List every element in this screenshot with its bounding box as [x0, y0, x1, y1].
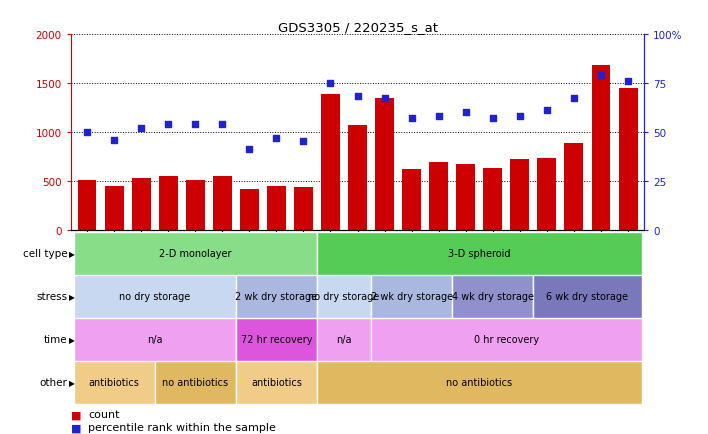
- Text: ▶: ▶: [69, 335, 74, 344]
- Text: 3-D spheroid: 3-D spheroid: [448, 249, 510, 259]
- Bar: [452, 275, 533, 318]
- Point: [270, 135, 282, 141]
- Bar: [105, 186, 124, 230]
- Bar: [619, 89, 637, 230]
- Text: count: count: [88, 410, 120, 419]
- Bar: [564, 144, 583, 230]
- Text: no dry storage: no dry storage: [119, 292, 190, 302]
- Text: other: other: [40, 377, 67, 387]
- Bar: [267, 186, 286, 230]
- Point: [406, 115, 417, 122]
- Text: 6 wk dry storage: 6 wk dry storage: [547, 292, 629, 302]
- Bar: [317, 318, 371, 361]
- Point: [487, 115, 498, 122]
- Text: ■: ■: [71, 423, 81, 432]
- Bar: [236, 361, 317, 404]
- Bar: [371, 275, 452, 318]
- Text: ▶: ▶: [69, 249, 74, 258]
- Bar: [348, 125, 367, 230]
- Bar: [510, 160, 530, 230]
- Bar: [537, 158, 556, 230]
- Bar: [429, 162, 448, 230]
- Text: n/a: n/a: [336, 334, 352, 344]
- Bar: [213, 177, 232, 230]
- Text: percentile rank within the sample: percentile rank within the sample: [88, 423, 276, 432]
- Point: [433, 113, 445, 120]
- Bar: [294, 188, 313, 230]
- Point: [108, 137, 120, 144]
- Text: ▶: ▶: [69, 292, 74, 301]
- Bar: [456, 164, 475, 230]
- Point: [460, 109, 472, 116]
- Text: ■: ■: [71, 410, 81, 419]
- Point: [298, 139, 309, 146]
- Text: 72 hr recovery: 72 hr recovery: [241, 334, 312, 344]
- Point: [352, 94, 363, 101]
- Bar: [402, 169, 421, 230]
- Text: antibiotics: antibiotics: [88, 377, 139, 387]
- Bar: [74, 361, 154, 404]
- Bar: [321, 94, 340, 230]
- Bar: [240, 190, 259, 230]
- Text: 4 wk dry storage: 4 wk dry storage: [452, 292, 534, 302]
- Point: [81, 129, 93, 136]
- Text: no antibiotics: no antibiotics: [162, 377, 228, 387]
- Bar: [132, 178, 151, 230]
- Text: 2-D monolayer: 2-D monolayer: [159, 249, 232, 259]
- Point: [163, 121, 174, 128]
- Text: no dry storage: no dry storage: [309, 292, 379, 302]
- Bar: [236, 275, 317, 318]
- Text: ▶: ▶: [69, 378, 74, 387]
- Point: [325, 80, 336, 87]
- Text: stress: stress: [36, 292, 67, 302]
- Bar: [74, 232, 317, 275]
- Text: 2 wk dry storage: 2 wk dry storage: [235, 292, 317, 302]
- Point: [541, 107, 552, 114]
- Bar: [533, 275, 641, 318]
- Point: [622, 78, 634, 85]
- Text: antibiotics: antibiotics: [251, 377, 302, 387]
- Point: [569, 95, 580, 102]
- Bar: [78, 180, 96, 230]
- Bar: [185, 180, 205, 230]
- Text: n/a: n/a: [147, 334, 162, 344]
- Point: [217, 121, 228, 128]
- Bar: [74, 318, 236, 361]
- Bar: [236, 318, 317, 361]
- Bar: [154, 361, 236, 404]
- Bar: [74, 275, 236, 318]
- Point: [135, 125, 147, 132]
- Text: 0 hr recovery: 0 hr recovery: [474, 334, 539, 344]
- Bar: [159, 177, 178, 230]
- Bar: [375, 99, 394, 230]
- Text: time: time: [44, 334, 67, 344]
- Bar: [317, 361, 641, 404]
- Bar: [317, 232, 641, 275]
- Bar: [591, 66, 610, 230]
- Point: [514, 113, 525, 120]
- Point: [190, 121, 201, 128]
- Bar: [317, 275, 371, 318]
- Point: [244, 146, 255, 153]
- Point: [379, 95, 390, 102]
- Text: cell type: cell type: [23, 249, 67, 259]
- Text: no antibiotics: no antibiotics: [446, 377, 513, 387]
- Text: 2 wk dry storage: 2 wk dry storage: [370, 292, 452, 302]
- Bar: [371, 318, 641, 361]
- Title: GDS3305 / 220235_s_at: GDS3305 / 220235_s_at: [278, 20, 438, 33]
- Bar: [484, 168, 502, 230]
- Point: [595, 72, 607, 79]
